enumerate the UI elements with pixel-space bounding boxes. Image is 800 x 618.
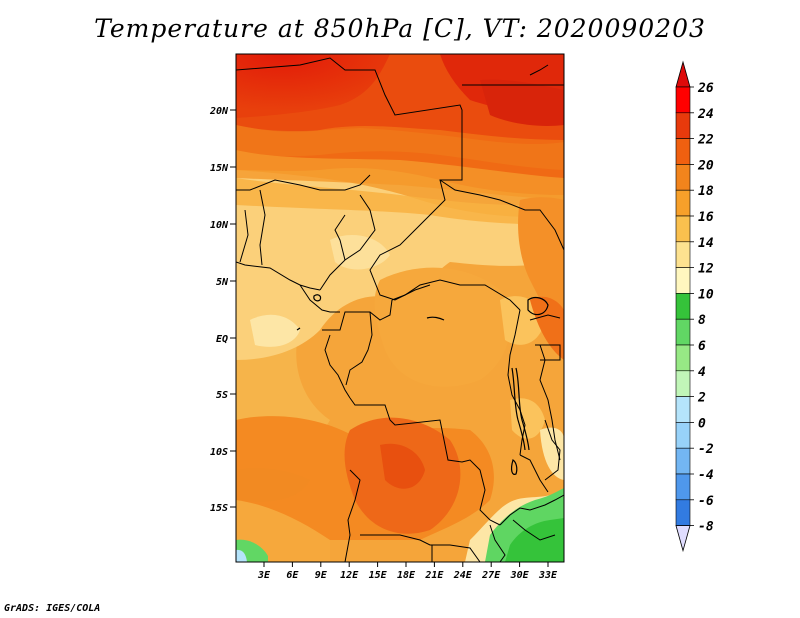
colorbar-label: 6 (698, 339, 706, 354)
temperature-field (236, 54, 564, 562)
colorbar-label: 24 (697, 107, 714, 122)
colorbar-swatch (675, 447, 691, 475)
lakes (296, 294, 549, 475)
colorbar-swatch (675, 473, 691, 501)
colorbar-swatch (675, 215, 691, 243)
colorbar-swatch (675, 86, 691, 114)
lon-tick-label: 18E (397, 570, 416, 581)
lon-tick-label: 3E (257, 570, 271, 581)
lat-tick-label: 10N (210, 220, 229, 231)
colorbar-swatch (675, 189, 691, 217)
lat-tick-label: 15N (210, 163, 229, 174)
colorbar-label: 2 (697, 391, 706, 406)
colorbar-label: 8 (698, 313, 706, 328)
lon-tick-label: 33E (538, 570, 558, 581)
lon-tick-label: 12E (340, 570, 359, 581)
colorbar-swatch (675, 422, 691, 449)
colorbar-label: 12 (698, 262, 714, 277)
colorbar-label: 22 (697, 133, 714, 148)
lon-tick-label: 6E (286, 570, 299, 581)
colorbar-label: -8 (698, 520, 714, 535)
lon-tick-label: 24E (453, 570, 473, 581)
colorbar-label: 18 (698, 184, 714, 199)
colorbar-label: 16 (698, 210, 714, 225)
colorbar-swatch (675, 370, 691, 397)
lat-tick-label: 10S (210, 447, 228, 458)
colorbar-label: 0 (698, 416, 706, 431)
colorbar-bottom-cap (675, 525, 691, 553)
colorbar-label: -6 (698, 494, 714, 509)
colorbar-label: 26 (697, 81, 714, 96)
colorbar-top-cap (675, 60, 691, 88)
colorbar-swatch (675, 241, 691, 268)
map-frame (235, 53, 565, 563)
grads-credit: GrADS: IGES/COLA (4, 603, 101, 614)
longitude-axis: 3E 6E 9E 12E 15E 18E 21E 24E 27E 30E 33E (257, 562, 558, 581)
colorbar-label: 14 (698, 236, 714, 251)
colorbar-label: 20 (697, 158, 714, 173)
colorbar-swatch (675, 138, 691, 165)
colorbar-label: -4 (698, 468, 714, 483)
colorbar-swatch (675, 396, 691, 423)
colorbar-swatch (675, 344, 691, 372)
lon-tick-label: 30E (510, 570, 530, 581)
colorbar-swatch (675, 112, 691, 139)
colorbar-label: 4 (698, 365, 706, 380)
lon-tick-label: 21E (424, 570, 444, 581)
colorbar-label: -2 (698, 442, 714, 457)
country-borders (236, 57, 564, 562)
lon-tick-label: 15E (369, 570, 388, 581)
lat-tick-label: EQ (216, 334, 228, 345)
colorbar-swatch (675, 164, 691, 191)
colorbar-label: 10 (698, 287, 714, 302)
colorbar-swatch (675, 318, 691, 346)
colorbar-swatch (675, 293, 691, 320)
chart-title: Temperature at 850hPa [C], VT: 202009020… (94, 14, 706, 43)
lat-tick-label: 5N (216, 277, 229, 288)
lat-tick-label: 5S (216, 390, 228, 401)
lat-tick-label: 20N (209, 106, 229, 117)
lon-tick-label: 27E (481, 570, 501, 581)
colorbar-swatch (675, 267, 691, 294)
colorbar-swatch (675, 499, 691, 526)
lon-tick-label: 9E (315, 570, 328, 581)
lat-tick-label: 15S (210, 503, 228, 514)
latitude-axis: 20N 15N 10N 5N EQ 5S 10S 15S (209, 106, 236, 514)
